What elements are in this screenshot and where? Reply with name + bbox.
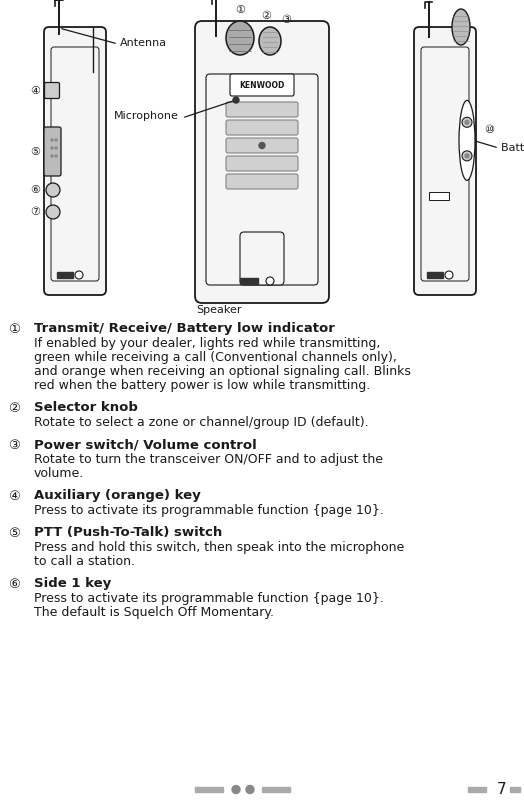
Text: ①: ① xyxy=(235,5,245,15)
Circle shape xyxy=(246,785,254,793)
Circle shape xyxy=(75,271,83,279)
Text: ⑦: ⑦ xyxy=(30,207,40,217)
Circle shape xyxy=(51,147,53,149)
Bar xyxy=(195,787,223,792)
FancyBboxPatch shape xyxy=(44,127,61,176)
Text: ⑩: ⑩ xyxy=(484,125,494,135)
Circle shape xyxy=(51,139,53,141)
Text: Speaker: Speaker xyxy=(196,305,242,315)
Text: Side 1 key: Side 1 key xyxy=(34,577,111,590)
FancyBboxPatch shape xyxy=(240,232,284,285)
Text: Microphone: Microphone xyxy=(114,111,179,121)
Circle shape xyxy=(465,120,469,124)
Circle shape xyxy=(462,117,472,128)
Ellipse shape xyxy=(226,21,254,55)
Text: ③: ③ xyxy=(8,439,20,452)
Circle shape xyxy=(266,277,274,285)
Text: Battery pack: Battery pack xyxy=(501,143,524,153)
Text: Power switch/ Volume control: Power switch/ Volume control xyxy=(34,438,257,451)
Text: Auxiliary (orange) key: Auxiliary (orange) key xyxy=(34,489,201,502)
Text: ②: ② xyxy=(8,402,20,415)
Circle shape xyxy=(232,785,240,793)
Text: Rotate to turn the transceiver ON/OFF and to adjust the: Rotate to turn the transceiver ON/OFF an… xyxy=(34,453,383,466)
Text: Transmit/ Receive/ Battery low indicator: Transmit/ Receive/ Battery low indicator xyxy=(34,322,335,335)
FancyBboxPatch shape xyxy=(226,138,298,153)
Circle shape xyxy=(259,143,265,148)
Bar xyxy=(57,272,73,278)
Circle shape xyxy=(46,183,60,197)
Bar xyxy=(427,272,443,278)
Ellipse shape xyxy=(452,9,470,45)
Text: ⑤: ⑤ xyxy=(30,147,40,157)
FancyBboxPatch shape xyxy=(421,47,469,281)
Text: Press to activate its programmable function {page 10}.: Press to activate its programmable funct… xyxy=(34,504,384,517)
Text: ⑥: ⑥ xyxy=(30,185,40,195)
FancyBboxPatch shape xyxy=(226,156,298,171)
FancyBboxPatch shape xyxy=(226,120,298,135)
Ellipse shape xyxy=(259,27,281,55)
Circle shape xyxy=(55,155,57,157)
FancyBboxPatch shape xyxy=(226,102,298,117)
FancyBboxPatch shape xyxy=(230,74,294,96)
Circle shape xyxy=(465,154,469,158)
Bar xyxy=(240,278,258,284)
Text: The default is Squelch Off Momentary.: The default is Squelch Off Momentary. xyxy=(34,606,274,619)
Text: Antenna: Antenna xyxy=(120,38,167,48)
Bar xyxy=(468,787,486,792)
Circle shape xyxy=(51,155,53,157)
Text: KENWOOD: KENWOOD xyxy=(239,80,285,90)
Bar xyxy=(510,787,520,792)
FancyBboxPatch shape xyxy=(51,47,99,281)
Circle shape xyxy=(233,97,239,103)
Text: PTT (Push-To-Talk) switch: PTT (Push-To-Talk) switch xyxy=(34,526,222,539)
Circle shape xyxy=(55,139,57,141)
Text: ①: ① xyxy=(8,323,20,336)
FancyBboxPatch shape xyxy=(44,27,106,295)
Text: If enabled by your dealer, lights red while transmitting,: If enabled by your dealer, lights red wh… xyxy=(34,337,380,350)
FancyBboxPatch shape xyxy=(45,83,60,99)
Text: Press to activate its programmable function {page 10}.: Press to activate its programmable funct… xyxy=(34,592,384,605)
Ellipse shape xyxy=(459,100,475,180)
FancyBboxPatch shape xyxy=(206,74,318,285)
Circle shape xyxy=(46,205,60,219)
Bar xyxy=(429,192,449,200)
Bar xyxy=(262,787,290,792)
Text: ③: ③ xyxy=(281,15,291,25)
Text: Press and hold this switch, then speak into the microphone: Press and hold this switch, then speak i… xyxy=(34,541,404,554)
FancyBboxPatch shape xyxy=(195,21,329,303)
Circle shape xyxy=(445,271,453,279)
Text: volume.: volume. xyxy=(34,467,84,480)
Text: ④: ④ xyxy=(8,490,20,503)
FancyBboxPatch shape xyxy=(226,174,298,189)
Text: green while receiving a call (Conventional channels only),: green while receiving a call (Convention… xyxy=(34,351,397,364)
Text: 7: 7 xyxy=(497,781,507,796)
FancyBboxPatch shape xyxy=(414,27,476,295)
Text: Selector knob: Selector knob xyxy=(34,401,138,414)
Circle shape xyxy=(462,151,472,161)
Text: and orange when receiving an optional signaling call. Blinks: and orange when receiving an optional si… xyxy=(34,365,411,378)
Text: Rotate to select a zone or channel/group ID (default).: Rotate to select a zone or channel/group… xyxy=(34,416,368,429)
Text: to call a station.: to call a station. xyxy=(34,555,135,568)
Circle shape xyxy=(55,147,57,149)
Text: ⑥: ⑥ xyxy=(8,578,20,591)
Text: red when the battery power is low while transmitting.: red when the battery power is low while … xyxy=(34,379,370,392)
Text: ②: ② xyxy=(261,11,271,21)
Text: ⑤: ⑤ xyxy=(8,527,20,540)
Text: ④: ④ xyxy=(30,86,40,96)
